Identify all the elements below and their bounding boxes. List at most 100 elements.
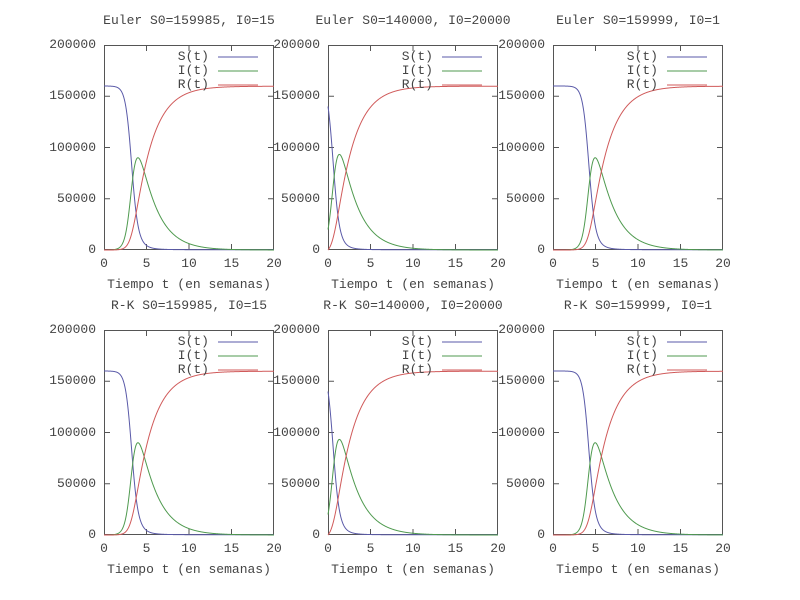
series-I-line [553, 157, 723, 251]
x-tick-label: 15 [447, 256, 464, 271]
legend-label: S(t) [401, 334, 433, 349]
y-tick-label: 100000 [49, 424, 96, 440]
y-tick-label: 0 [88, 242, 96, 257]
y-tick-label: 100000 [49, 139, 96, 155]
y-tick-label: 0 [537, 242, 545, 257]
y-tick-label: 200000 [49, 322, 96, 337]
legend-label: I(t) [401, 348, 433, 363]
series-R-line [553, 370, 723, 536]
y-tick-label: 100000 [498, 424, 545, 440]
x-axis-label: Tiempo t (en semanas) [556, 562, 720, 577]
x-tick-label: 10 [181, 541, 197, 556]
chart-title: R-K S0=159999, I0=1 [563, 298, 713, 313]
legend-label: R(t) [626, 362, 658, 377]
x-tick-label: 20 [490, 541, 506, 556]
plot-area [327, 330, 498, 536]
series-S-line [327, 391, 498, 536]
x-tick-label: 15 [672, 541, 689, 556]
x-tick-label: 0 [100, 256, 108, 271]
x-axis-label: Tiempo t (en semanas) [331, 562, 495, 577]
chart-title: R-K S0=159985, I0=15 [110, 298, 268, 313]
x-tick-label: 10 [181, 256, 197, 271]
x-tick-label: 15 [447, 541, 464, 556]
x-tick-label: 0 [324, 541, 332, 556]
x-tick-label: 0 [549, 256, 557, 271]
x-tick-label: 0 [549, 541, 557, 556]
series-I-line [104, 157, 274, 251]
chart-title: Euler S0=140000, I0=20000 [315, 13, 511, 28]
legend-label: I(t) [626, 348, 658, 363]
y-tick-label: 200000 [498, 37, 545, 52]
legend-label: I(t) [177, 63, 209, 78]
x-tick-label: 0 [324, 256, 332, 271]
y-tick-label: 100000 [273, 424, 320, 440]
legend-label: R(t) [177, 362, 209, 377]
y-tick-label: 200000 [49, 37, 96, 52]
x-tick-label: 20 [490, 256, 506, 271]
y-tick-label: 150000 [273, 88, 320, 104]
x-tick-label: 5 [366, 256, 375, 271]
series-R-line [104, 85, 274, 251]
series-S-line [104, 85, 274, 251]
x-tick-label: 10 [405, 256, 421, 271]
series-R-line [327, 85, 498, 251]
y-tick-label: 50000 [505, 475, 545, 491]
y-tick-label: 50000 [280, 190, 320, 206]
x-tick-label: 20 [266, 256, 282, 271]
y-tick-label: 150000 [273, 373, 320, 389]
y-tick-label: 0 [312, 242, 320, 257]
y-tick-label: 150000 [49, 373, 96, 389]
y-tick-label: 100000 [273, 139, 320, 155]
x-tick-label: 20 [715, 541, 731, 556]
y-tick-label: 150000 [498, 373, 545, 389]
y-tick-label: 50000 [56, 190, 96, 206]
y-tick-label: 200000 [273, 322, 320, 337]
x-tick-label: 5 [366, 541, 375, 556]
x-tick-label: 15 [672, 256, 689, 271]
legend-label: I(t) [626, 63, 658, 78]
y-tick-label: 100000 [498, 139, 545, 155]
x-tick-label: 5 [142, 541, 151, 556]
y-tick-label: 200000 [498, 322, 545, 337]
series-R-line [327, 370, 498, 536]
x-tick-label: 20 [266, 541, 282, 556]
y-tick-label: 50000 [505, 190, 545, 206]
chart-title: Euler S0=159985, I0=15 [103, 13, 275, 28]
y-tick-label: 0 [312, 527, 320, 542]
legend-label: S(t) [626, 49, 658, 64]
x-tick-label: 15 [223, 541, 240, 556]
x-tick-label: 5 [142, 256, 151, 271]
legend-label: S(t) [626, 334, 658, 349]
series-I-line [104, 442, 274, 536]
series-R-line [104, 370, 274, 536]
series-I-line [327, 438, 498, 536]
x-tick-label: 0 [100, 541, 108, 556]
series-S-line [553, 370, 723, 536]
x-tick-label: 20 [715, 256, 731, 271]
series-S-line [553, 85, 723, 251]
series-S-line [104, 370, 274, 536]
x-tick-label: 10 [630, 256, 646, 271]
plot-area [553, 45, 723, 251]
y-tick-label: 0 [537, 527, 545, 542]
x-tick-label: 15 [223, 256, 240, 271]
chart-title: R-K S0=140000, I0=20000 [323, 298, 503, 313]
y-tick-label: 50000 [56, 475, 96, 491]
plot-area [104, 330, 274, 536]
x-tick-label: 10 [405, 541, 421, 556]
legend-label: I(t) [177, 348, 209, 363]
series-I-line [327, 153, 498, 251]
series-R-line [553, 85, 723, 251]
x-axis-label: Tiempo t (en semanas) [107, 277, 271, 292]
y-tick-label: 150000 [49, 88, 96, 104]
x-tick-label: 10 [630, 541, 646, 556]
y-tick-label: 200000 [273, 37, 320, 52]
x-tick-label: 5 [591, 541, 600, 556]
legend-label: S(t) [177, 49, 209, 64]
x-axis-label: Tiempo t (en semanas) [107, 562, 271, 577]
plot-area [327, 45, 498, 251]
x-axis-label: Tiempo t (en semanas) [556, 277, 720, 292]
series-S-line [327, 106, 498, 251]
plot-area [553, 330, 723, 536]
x-tick-label: 5 [591, 256, 600, 271]
